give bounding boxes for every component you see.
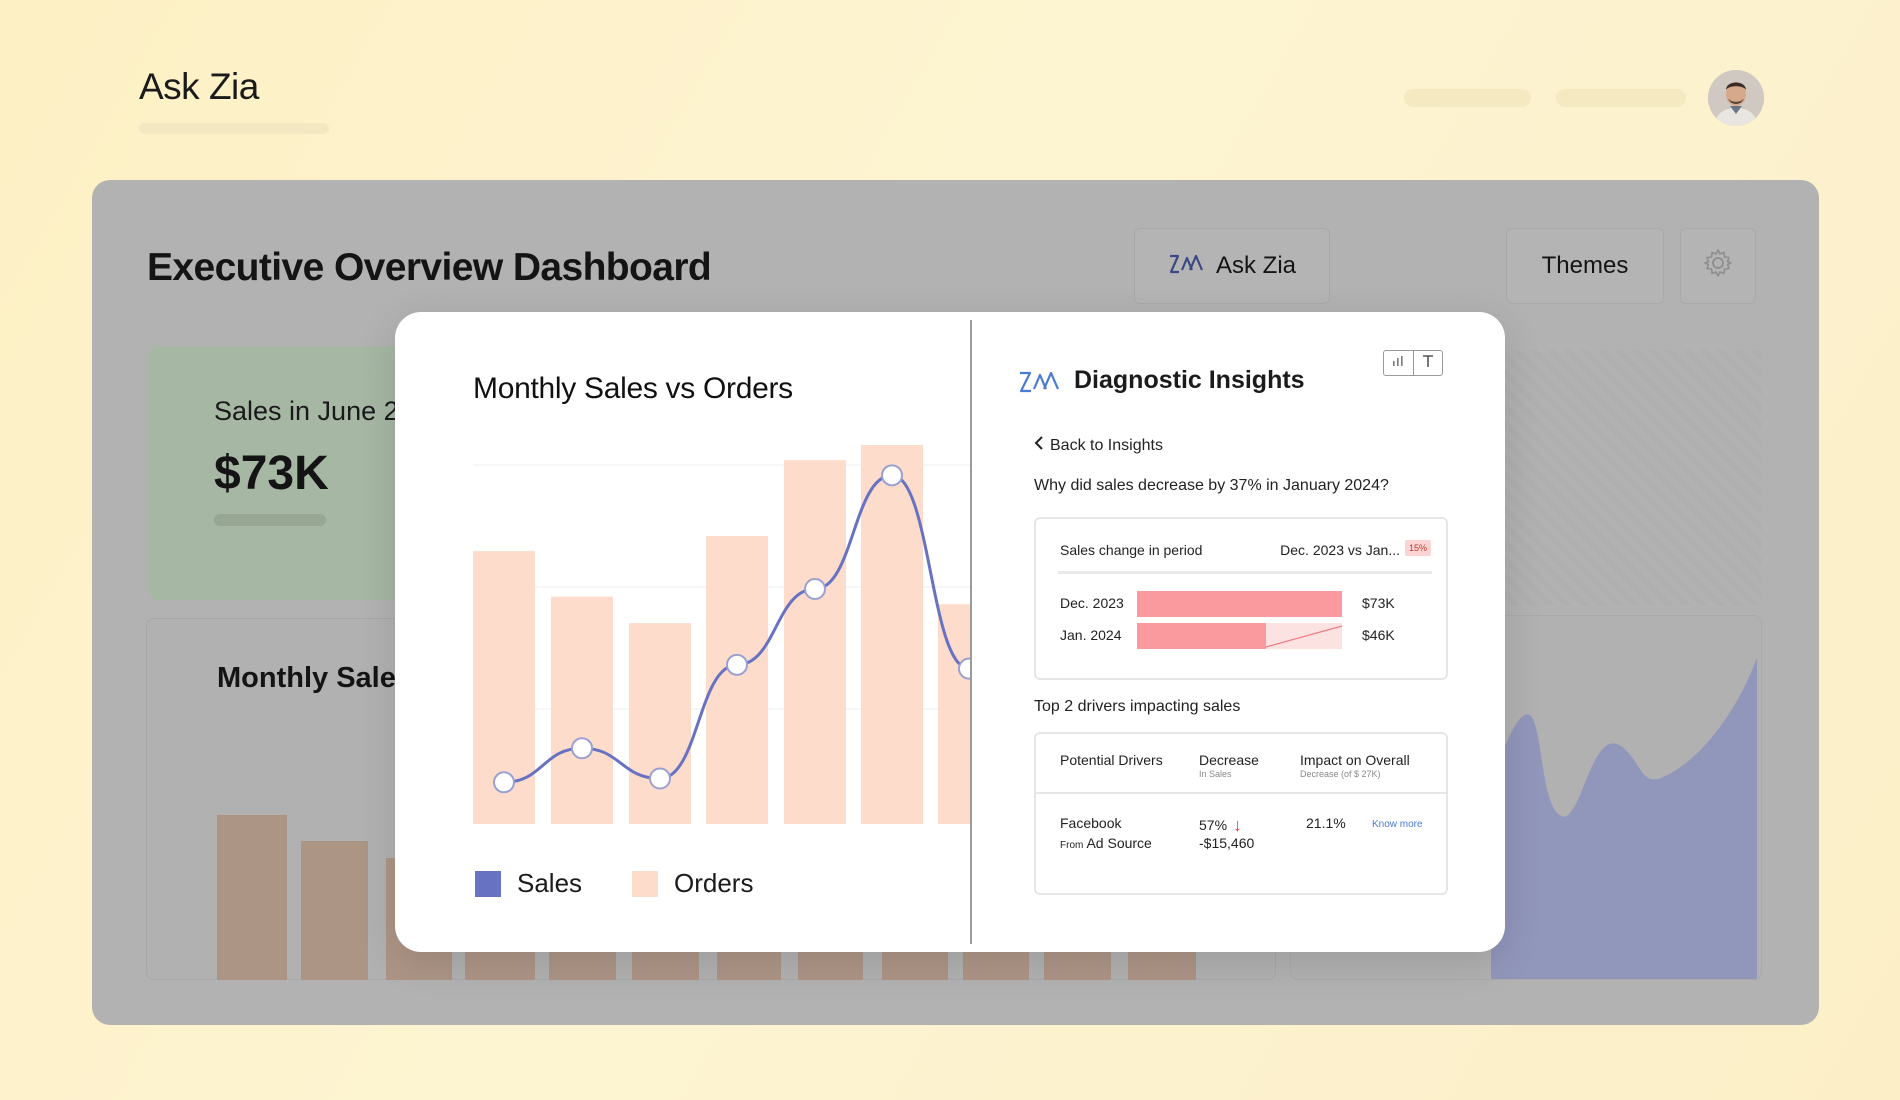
bg-bar — [301, 841, 368, 980]
zia-logo-icon — [1168, 250, 1204, 283]
sales-point — [958, 657, 970, 680]
legend-orders: Orders — [632, 868, 753, 899]
legend-label-orders: Orders — [674, 868, 754, 898]
view-toggle — [1383, 350, 1443, 376]
insights-title: Diagnostic Insights — [1074, 366, 1305, 394]
ask-zia-label: Ask Zia — [1215, 252, 1296, 279]
settings-button[interactable] — [1680, 228, 1756, 304]
column-header-drivers: Potential Drivers — [1060, 752, 1163, 768]
sales-change-heading: Sales change in period — [1060, 542, 1203, 558]
period-selector[interactable]: Dec. 2023 vs Jan... — [1280, 542, 1400, 558]
legend-swatch-orders — [632, 870, 658, 897]
divider — [1036, 792, 1446, 794]
legend-sales: Sales — [475, 868, 582, 899]
app-title-underline — [139, 123, 329, 134]
bar-chart-icon — [1391, 354, 1405, 372]
driver-source-prefix: From — [1060, 840, 1084, 851]
chevron-left-icon — [1034, 436, 1044, 455]
legend-label-sales: Sales — [517, 868, 583, 898]
driver-source-value: Ad Source — [1086, 835, 1152, 851]
column-header-sub: Decrease (of $ 27K) — [1300, 769, 1381, 779]
text-icon — [1421, 354, 1435, 373]
column-header-label: Potential Drivers — [1060, 752, 1163, 768]
orders-bar — [551, 596, 613, 824]
sales-line — [503, 473, 970, 784]
trend-line — [1265, 625, 1342, 648]
driver-source: From Ad Source — [1060, 835, 1152, 851]
legend-swatch-sales — [475, 870, 501, 897]
decrease-percent: 57% ↓ — [1199, 815, 1242, 836]
orders-bar — [629, 623, 691, 824]
back-to-insights-link[interactable]: Back to Insights — [1034, 436, 1163, 455]
sales-point — [571, 737, 593, 760]
kpi-label: Sales in June 2 — [214, 396, 399, 426]
monthly-sales-card-title: Monthly Sale — [217, 662, 396, 694]
sales-orders-chart — [473, 445, 970, 824]
know-more-link[interactable]: Know more — [1372, 819, 1423, 830]
kpi-value: $73K — [214, 447, 329, 500]
sales-point — [881, 464, 903, 487]
avatar[interactable] — [1708, 70, 1764, 126]
chart-title: Monthly Sales vs Orders — [473, 372, 793, 405]
chart-view-button[interactable] — [1384, 351, 1413, 375]
right-card-top — [1504, 350, 1762, 605]
text-view-button[interactable] — [1412, 351, 1443, 375]
driver-name: Facebook — [1060, 815, 1122, 831]
header-placeholder-1 — [1404, 89, 1531, 107]
arrow-down-icon: ↓ — [1233, 815, 1243, 835]
panel-divider — [970, 320, 972, 944]
zia-logo-icon — [1018, 365, 1060, 402]
divider — [1058, 571, 1432, 574]
decrease-percent-value: 57% — [1199, 817, 1228, 833]
period-bar-fill — [1137, 591, 1342, 617]
decrease-amount: -$15,460 — [1199, 835, 1255, 851]
drivers-heading: Top 2 drivers impacting sales — [1034, 698, 1241, 715]
period-row-value: $46K — [1362, 627, 1395, 643]
period-row-label: Jan. 2024 — [1060, 627, 1122, 643]
insight-question: Why did sales decrease by 37% in January… — [1034, 477, 1389, 494]
orders-bar — [784, 460, 846, 824]
period-row-value: $73K — [1362, 595, 1395, 611]
column-header-sub: In Sales — [1199, 769, 1232, 779]
sales-point — [726, 653, 748, 676]
change-badge: 15% — [1404, 540, 1431, 556]
sales-point — [493, 771, 515, 794]
period-bar-track — [1137, 623, 1342, 649]
period-row-label: Dec. 2023 — [1060, 595, 1124, 611]
period-bar-track — [1137, 591, 1342, 617]
app-title: Ask Zia — [139, 66, 259, 107]
sales-point — [804, 578, 826, 601]
back-label: Back to Insights — [1050, 436, 1163, 454]
column-header-decrease: Decrease In Sales — [1199, 752, 1259, 779]
sales-change-card: Sales change in period Dec. 2023 vs Jan.… — [1034, 517, 1448, 680]
column-header-label: Decrease — [1199, 752, 1259, 768]
header-placeholder-2 — [1556, 89, 1686, 107]
period-bar-fill — [1137, 623, 1267, 649]
ask-zia-button[interactable]: Ask Zia — [1134, 228, 1330, 304]
column-header-label: Impact on Overall — [1300, 752, 1410, 768]
insights-modal: Monthly Sales vs Orders Sales Orders Dia… — [395, 312, 1505, 952]
area-chart — [1491, 658, 1757, 979]
kpi-placeholder-bar — [214, 514, 326, 526]
orders-bar — [938, 604, 970, 824]
gear-icon — [1702, 247, 1734, 286]
drivers-table: Potential Drivers Decrease In Sales Impa… — [1034, 732, 1448, 895]
dashboard-title: Executive Overview Dashboard — [147, 246, 712, 289]
bg-bar — [217, 815, 287, 980]
themes-label: Themes — [1541, 252, 1629, 279]
themes-button[interactable]: Themes — [1506, 228, 1664, 304]
column-header-impact: Impact on Overall Decrease (of $ 27K) — [1300, 752, 1410, 779]
impact-value: 21.1% — [1306, 815, 1346, 831]
sales-point — [649, 767, 671, 790]
orders-bar — [861, 445, 923, 824]
